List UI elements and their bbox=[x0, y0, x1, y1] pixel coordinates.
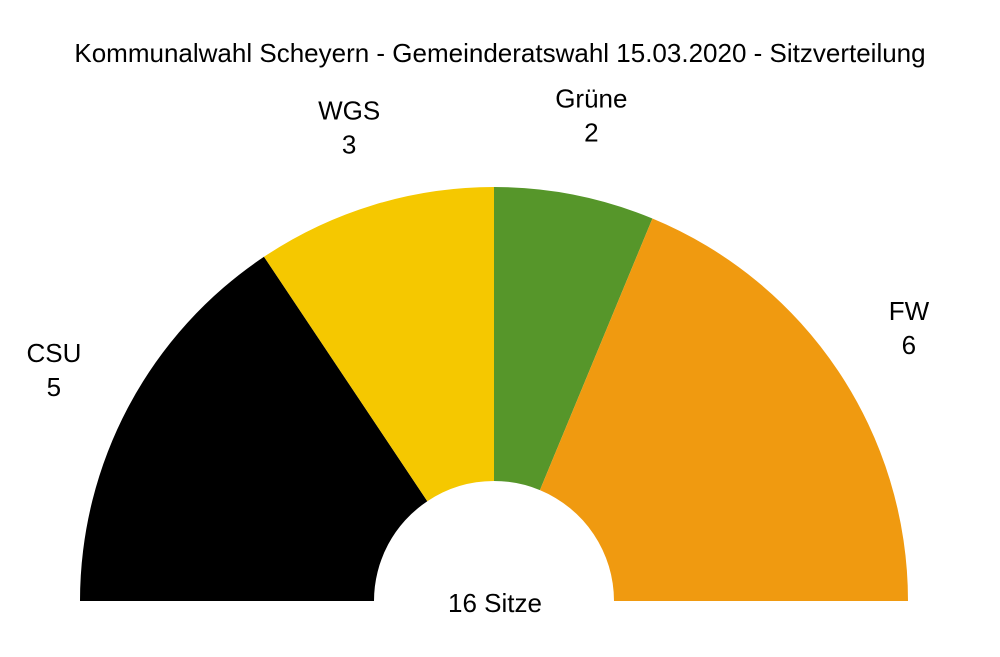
party-label-wgs: WGS bbox=[318, 95, 380, 125]
slice-grüne bbox=[494, 187, 653, 491]
seat-count-csu: 5 bbox=[47, 372, 61, 402]
party-label-csu: CSU bbox=[26, 338, 81, 368]
seat-count-grüne: 2 bbox=[584, 118, 598, 148]
seat-labels: CSU 5 WGS 3 Grüne 2 FW 6 bbox=[26, 84, 929, 402]
slice-csu bbox=[80, 256, 428, 601]
slice-fw bbox=[539, 218, 908, 602]
chart-title: Kommunalwahl Scheyern - Gemeinderatswahl… bbox=[74, 38, 926, 68]
party-label-fw: FW bbox=[889, 296, 930, 326]
seat-count-wgs: 3 bbox=[342, 129, 356, 159]
seat-slices bbox=[80, 187, 908, 602]
seat-count-fw: 6 bbox=[902, 330, 916, 360]
party-label-grüne: Grüne bbox=[555, 84, 627, 114]
total-seats-label: 16 Sitze bbox=[448, 588, 542, 618]
slice-wgs bbox=[263, 187, 494, 502]
